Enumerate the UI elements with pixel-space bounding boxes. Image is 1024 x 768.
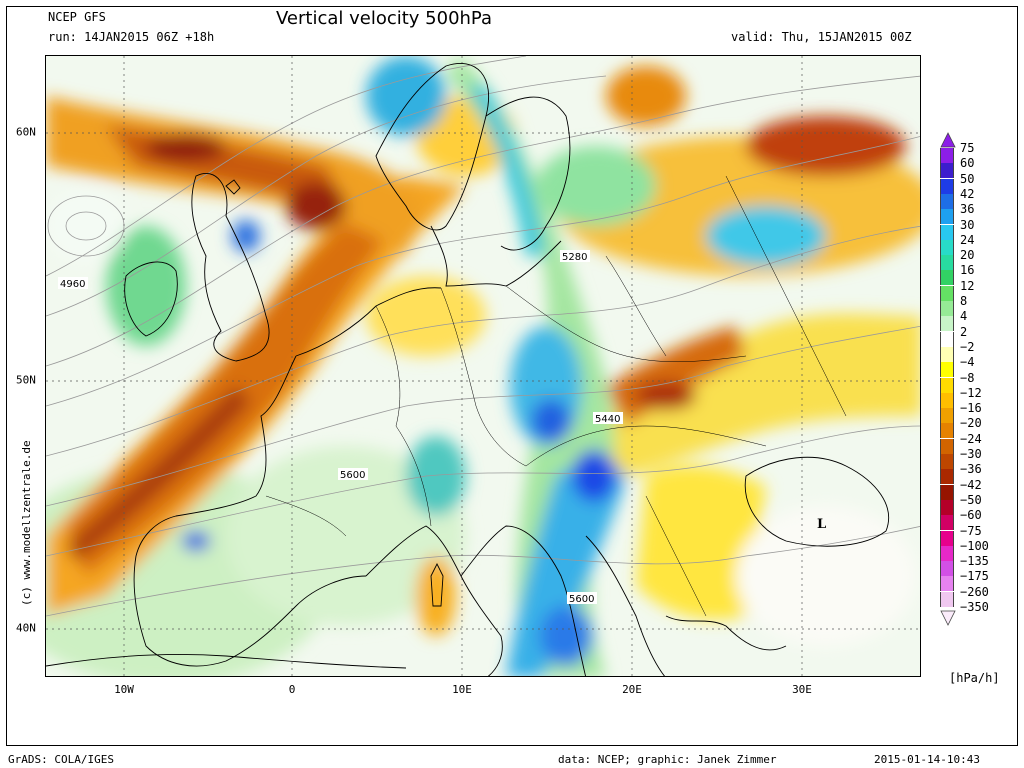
legend-swatch	[940, 515, 954, 531]
legend-label: −30	[960, 447, 982, 461]
map-title: Vertical velocity 500hPa	[276, 8, 493, 29]
legend-swatch	[940, 148, 954, 163]
legend-label: 24	[960, 232, 975, 247]
legend-label: −100	[960, 538, 989, 553]
contour-label-5440: 5440	[595, 414, 620, 425]
legend-label: −260	[960, 584, 989, 599]
legend-swatch	[940, 591, 954, 607]
legend-label: 20	[960, 248, 975, 263]
lon-label-0: 0	[288, 683, 296, 696]
weather-map: 4960 5280 5440 5600 5600 L	[45, 55, 921, 677]
legend-top-arrow	[940, 132, 956, 148]
legend-swatch	[940, 576, 954, 592]
legend-label: 4	[960, 309, 968, 324]
lon-label-10w: 10W	[114, 683, 134, 696]
legend-swatch	[940, 331, 954, 347]
legend-label: −20	[960, 416, 982, 431]
contour-labels: 4960 5280 5440 5600 5600	[58, 250, 623, 605]
legend-swatch	[940, 484, 954, 500]
footer-credit: data: NCEP; graphic: Janek Zimmer	[558, 753, 777, 766]
lat-label-60n: 60N	[16, 125, 36, 139]
legend-swatch	[940, 255, 954, 271]
legend-swatch	[940, 561, 954, 577]
legend-label: −60	[960, 508, 982, 523]
legend-label: −2	[960, 339, 975, 354]
legend-units: [hPa/h]	[949, 671, 1000, 685]
legend-label: −75	[960, 523, 982, 538]
legend-swatch	[940, 346, 954, 362]
legend-swatch	[940, 178, 954, 194]
legend-label: 2	[960, 324, 968, 339]
legend-label: 12	[960, 278, 975, 293]
figure-frame	[6, 6, 1018, 746]
contour-label-5280: 5280	[562, 252, 587, 263]
legend-swatch	[940, 209, 954, 225]
country-borders	[265, 175, 847, 617]
legend-swatch	[940, 392, 954, 408]
coastlines	[46, 63, 890, 676]
contour-label-5600-west: 5600	[340, 470, 365, 481]
legend-swatch	[940, 270, 954, 286]
legend-swatch	[940, 193, 954, 209]
lon-label-10e: 10E	[452, 683, 472, 696]
legend-label: 16	[960, 263, 975, 278]
legend-swatch	[940, 239, 954, 255]
lat-label-50n: 50N	[16, 373, 36, 387]
legend-label: −135	[960, 554, 989, 569]
legend-label: −4	[960, 355, 975, 370]
legend-label: 50	[960, 171, 975, 186]
legend-label: 8	[960, 294, 968, 308]
contour-label-5600-south: 5600	[569, 594, 594, 605]
legend-label: 30	[960, 217, 975, 232]
low-pressure-marker: L	[817, 517, 826, 532]
graticule	[46, 56, 920, 676]
footer-timestamp: 2015-01-14-10:43	[874, 753, 980, 766]
legend-swatch	[940, 163, 954, 179]
contour-label-4960: 4960	[60, 279, 85, 290]
legend-swatch	[940, 301, 954, 316]
lon-label-20e: 20E	[622, 683, 642, 696]
legend-swatch	[940, 499, 954, 515]
legend-label: −24	[960, 431, 982, 446]
legend-swatch	[940, 545, 954, 561]
legend-swatch	[940, 469, 954, 485]
legend-label: −42	[960, 477, 982, 492]
legend-swatch	[940, 454, 954, 469]
legend-swatch	[940, 530, 954, 546]
run-info: run: 14JAN2015 06Z +18h	[48, 30, 215, 44]
legend-label: −175	[960, 569, 989, 584]
legend-label: 36	[960, 202, 975, 217]
legend-swatch	[940, 224, 954, 240]
legend-label: 75	[960, 141, 975, 155]
legend-swatch	[940, 362, 954, 378]
legend-label: −8	[960, 370, 975, 385]
legend-label: 60	[960, 156, 975, 171]
legend-swatch	[940, 316, 954, 332]
map-canvas: 4960 5280 5440 5600 5600 L	[46, 56, 920, 676]
legend-swatch	[940, 285, 954, 301]
legend-label: −50	[960, 492, 982, 507]
lon-label-30e: 30E	[792, 683, 812, 696]
legend-label: −36	[960, 462, 982, 477]
legend-label: 42	[960, 186, 975, 201]
legend-label: −350	[960, 600, 989, 614]
footer-grads: GrADS: COLA/IGES	[8, 753, 114, 766]
geopotential-contours	[46, 56, 920, 617]
legend-swatch	[940, 438, 954, 454]
model-name: NCEP GFS	[48, 10, 106, 24]
valid-time: valid: Thu, 15JAN2015 00Z	[731, 30, 912, 44]
legend-swatch	[940, 423, 954, 439]
lat-label-40n: 40N	[16, 621, 36, 635]
legend-label: −16	[960, 401, 982, 416]
velocity-field	[46, 56, 920, 676]
legend-swatch	[940, 377, 954, 393]
legend-bottom-arrow	[940, 610, 956, 626]
legend-label: −12	[960, 385, 982, 400]
site-credit: (c) www.modellzentrale.de	[20, 440, 33, 606]
legend-swatch	[940, 408, 954, 424]
